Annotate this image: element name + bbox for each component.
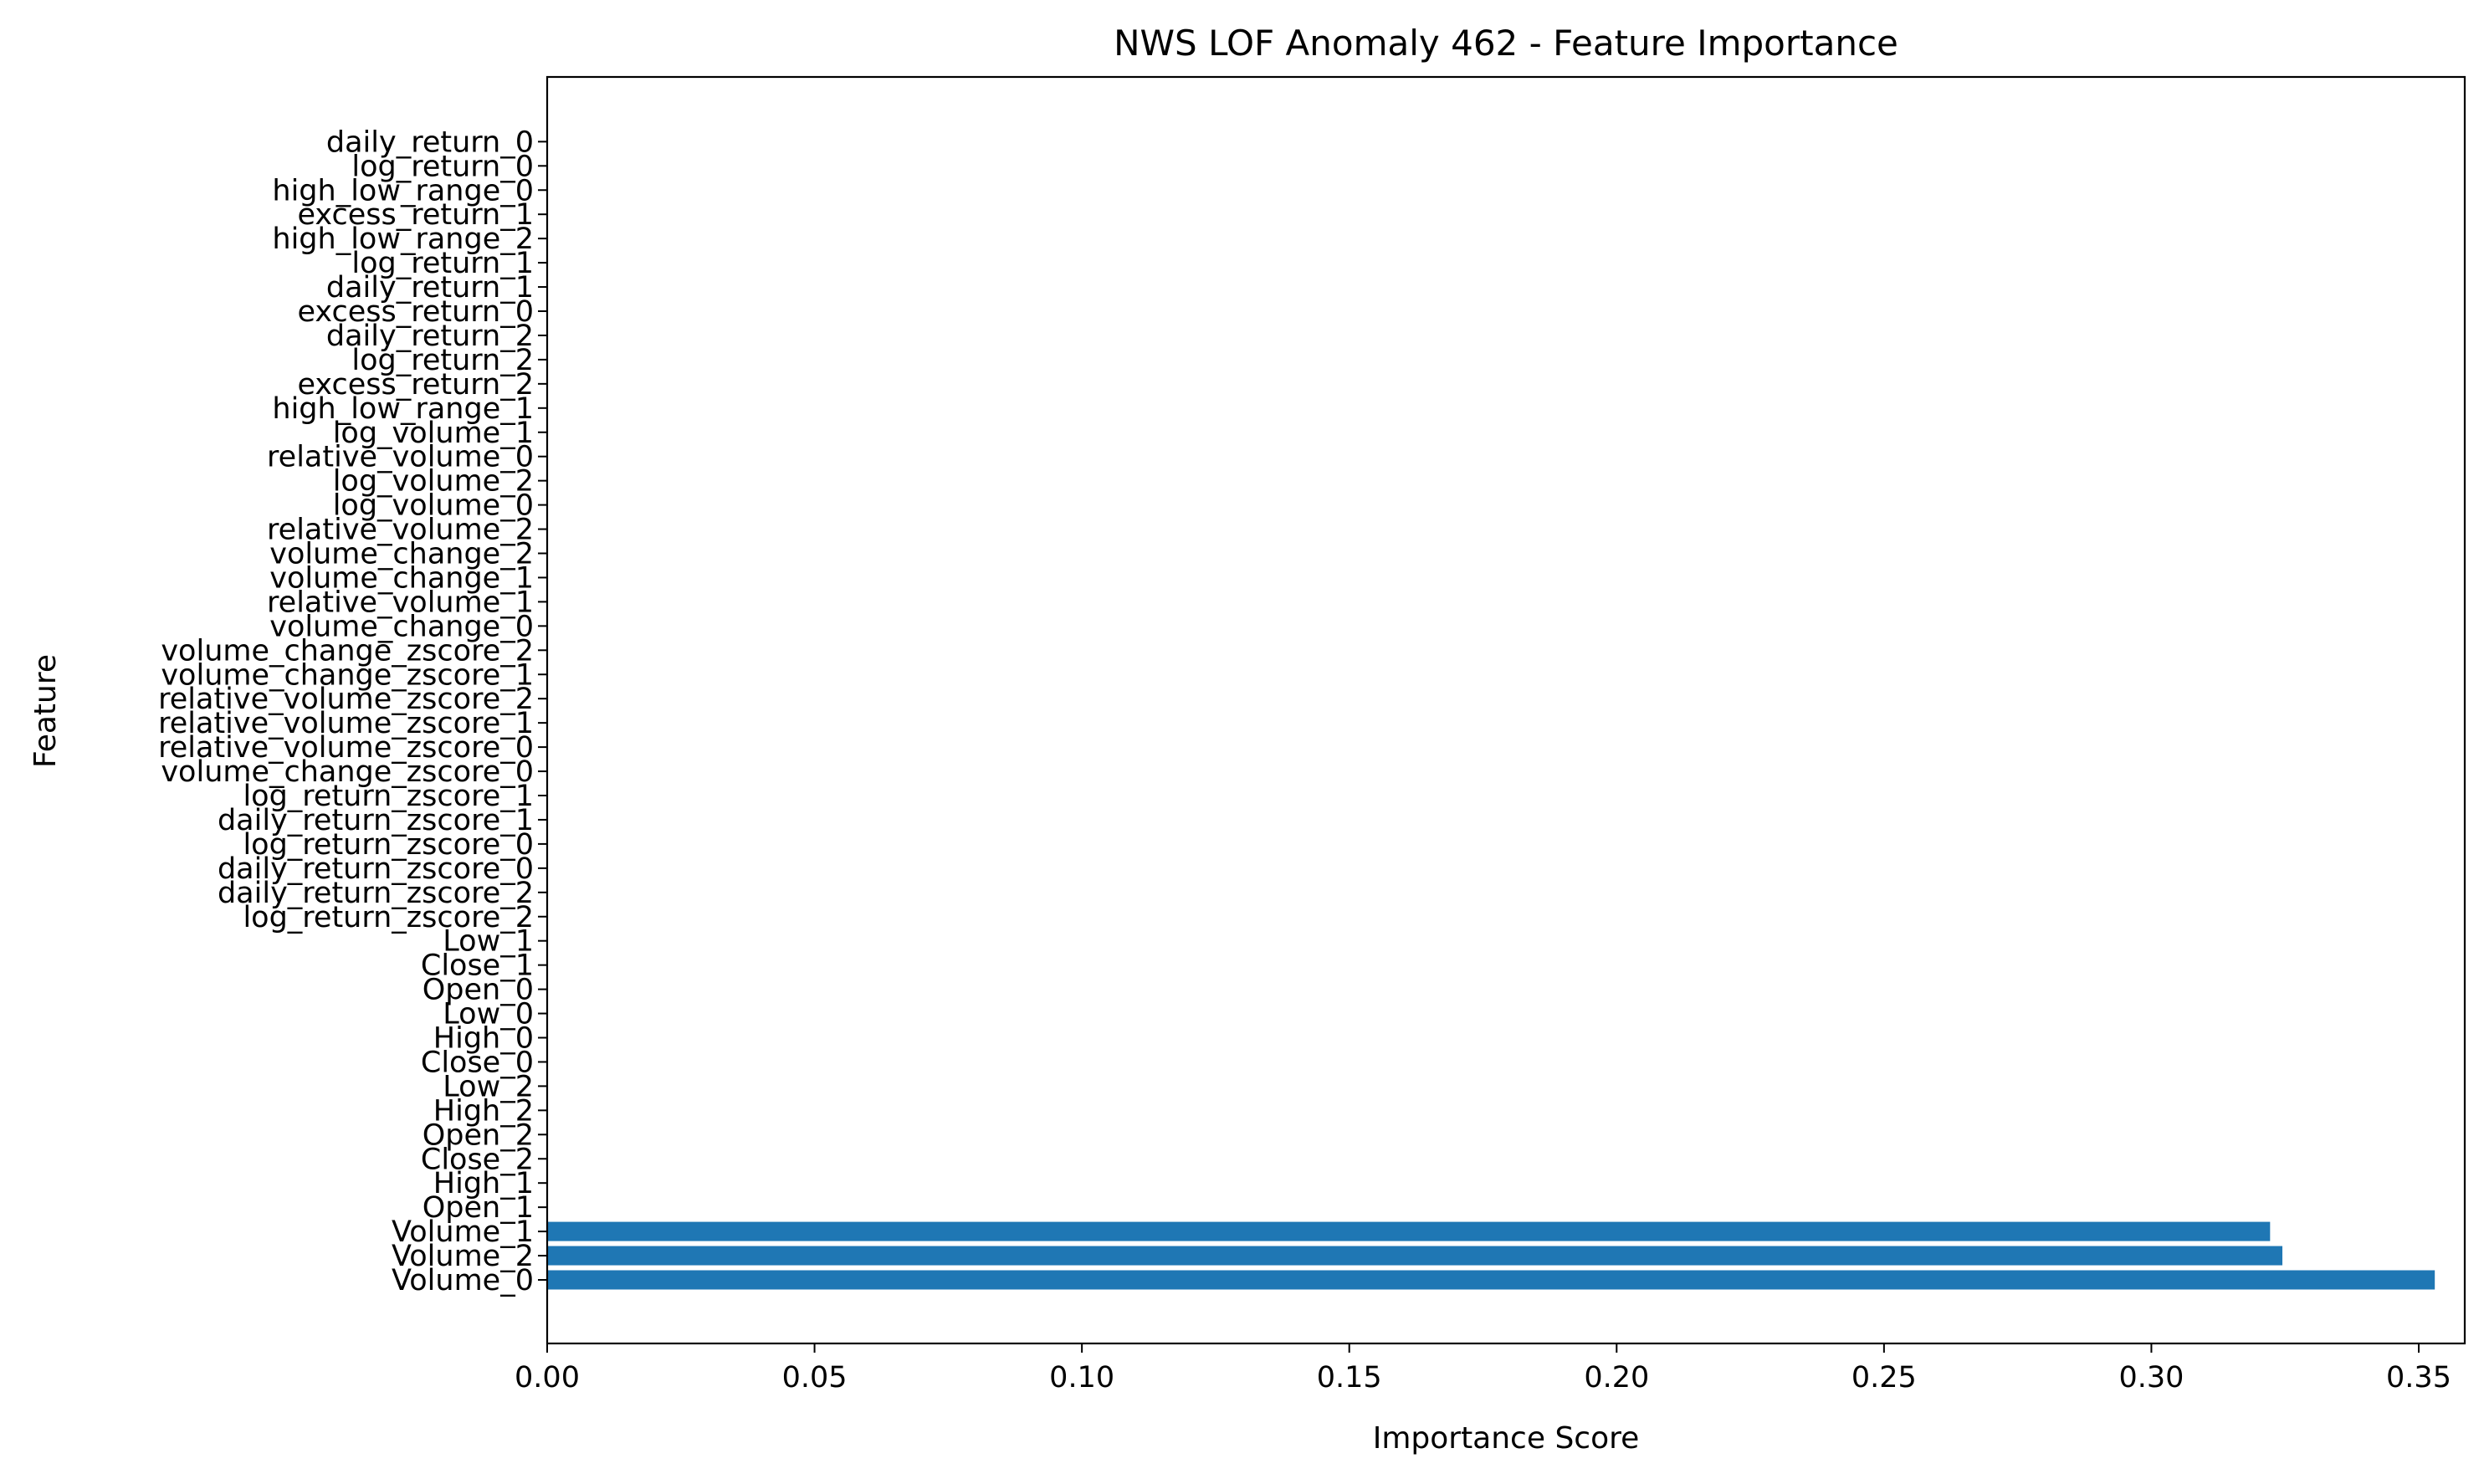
y-tick-label: Open_2 xyxy=(423,1118,534,1152)
y-tick-label: log_volume_0 xyxy=(333,489,534,523)
y-tick-label: Volume_1 xyxy=(392,1215,534,1249)
y-tick-label: daily_return_zscore_2 xyxy=(218,877,534,910)
y-tick-label: log_return_zscore_2 xyxy=(243,901,534,934)
y-tick-label: Volume_0 xyxy=(392,1264,534,1297)
y-tick-label: Close_0 xyxy=(421,1046,534,1079)
y-tick-label: log_return_zscore_1 xyxy=(243,780,534,813)
y-tick-label: relative_volume_zscore_1 xyxy=(158,707,534,740)
y-tick-label: High_1 xyxy=(433,1167,534,1200)
x-tick-label: 0.30 xyxy=(2118,1361,2184,1394)
y-tick-label: relative_volume_zscore_0 xyxy=(158,731,534,765)
y-tick-label: high_low_range_0 xyxy=(272,174,534,207)
bar-Volume_0 xyxy=(547,1270,2435,1290)
y-tick-label: volume_change_zscore_2 xyxy=(161,634,534,668)
y-axis-label: Feature xyxy=(28,654,63,768)
y-tick-label: log_volume_2 xyxy=(333,465,534,499)
y-tick-label: excess_return_1 xyxy=(297,198,534,232)
y-tick-label: log_return_2 xyxy=(351,344,534,377)
y-tick-label: relative_volume_1 xyxy=(267,586,534,619)
bar-Volume_2 xyxy=(547,1246,2283,1266)
y-tick-label: High_2 xyxy=(433,1094,534,1128)
y-tick-label: High_0 xyxy=(433,1022,534,1056)
x-axis-label: Importance Score xyxy=(1373,1421,1640,1456)
x-tick-label: 0.20 xyxy=(1584,1361,1649,1394)
y-tick-label: high_low_range_2 xyxy=(272,223,534,256)
x-tick-label: 0.15 xyxy=(1317,1361,1382,1394)
y-tick-label: excess_return_2 xyxy=(297,368,534,402)
y-tick-label: volume_change_0 xyxy=(269,610,534,643)
y-tick-label: daily_return_zscore_1 xyxy=(218,804,534,837)
y-tick-label: daily_return_0 xyxy=(326,125,534,159)
y-tick-label: Volume_2 xyxy=(392,1240,534,1273)
y-tick-label: relative_volume_0 xyxy=(267,441,534,474)
y-tick-label: Close_2 xyxy=(421,1143,534,1176)
y-tick-label: Open_0 xyxy=(423,974,534,1007)
y-tick-label: log_return_1 xyxy=(351,247,534,280)
y-tick-label: volume_change_2 xyxy=(269,538,534,571)
x-tick-label: 0.35 xyxy=(2386,1361,2451,1394)
y-tick-label: excess_return_0 xyxy=(297,295,534,329)
y-tick-label: relative_volume_2 xyxy=(267,514,534,547)
plot-frame xyxy=(545,75,2466,1345)
x-tick-label: 0.05 xyxy=(782,1361,848,1394)
x-tick-label: 0.10 xyxy=(1049,1361,1114,1394)
y-tick-label: Open_1 xyxy=(423,1191,534,1225)
y-tick-label: daily_return_2 xyxy=(326,320,534,353)
y-tick-label: relative_volume_zscore_2 xyxy=(158,683,534,716)
y-tick-label: Low_1 xyxy=(443,925,534,959)
y-tick-label: Close_1 xyxy=(421,949,534,983)
y-tick-label: volume_change_zscore_1 xyxy=(161,658,534,692)
bar-Volume_1 xyxy=(547,1221,2271,1241)
y-tick-label: volume_change_zscore_0 xyxy=(161,755,534,789)
y-tick-label: log_volume_1 xyxy=(333,417,534,450)
y-tick-label: log_return_zscore_0 xyxy=(243,828,534,862)
y-tick-label: high_low_range_1 xyxy=(272,392,534,426)
chart-title: NWS LOF Anomaly 462 - Feature Importance xyxy=(1114,23,1898,64)
y-tick-label: Low_0 xyxy=(443,998,534,1031)
y-tick-label: daily_return_zscore_0 xyxy=(218,852,534,886)
x-tick-label: 0.00 xyxy=(515,1361,580,1394)
y-tick-label: volume_change_1 xyxy=(269,561,534,595)
y-tick-label: daily_return_1 xyxy=(326,271,534,304)
y-tick-label: log_return_0 xyxy=(351,150,534,183)
y-tick-label: Low_2 xyxy=(443,1070,534,1103)
x-tick-label: 0.25 xyxy=(1851,1361,1917,1394)
